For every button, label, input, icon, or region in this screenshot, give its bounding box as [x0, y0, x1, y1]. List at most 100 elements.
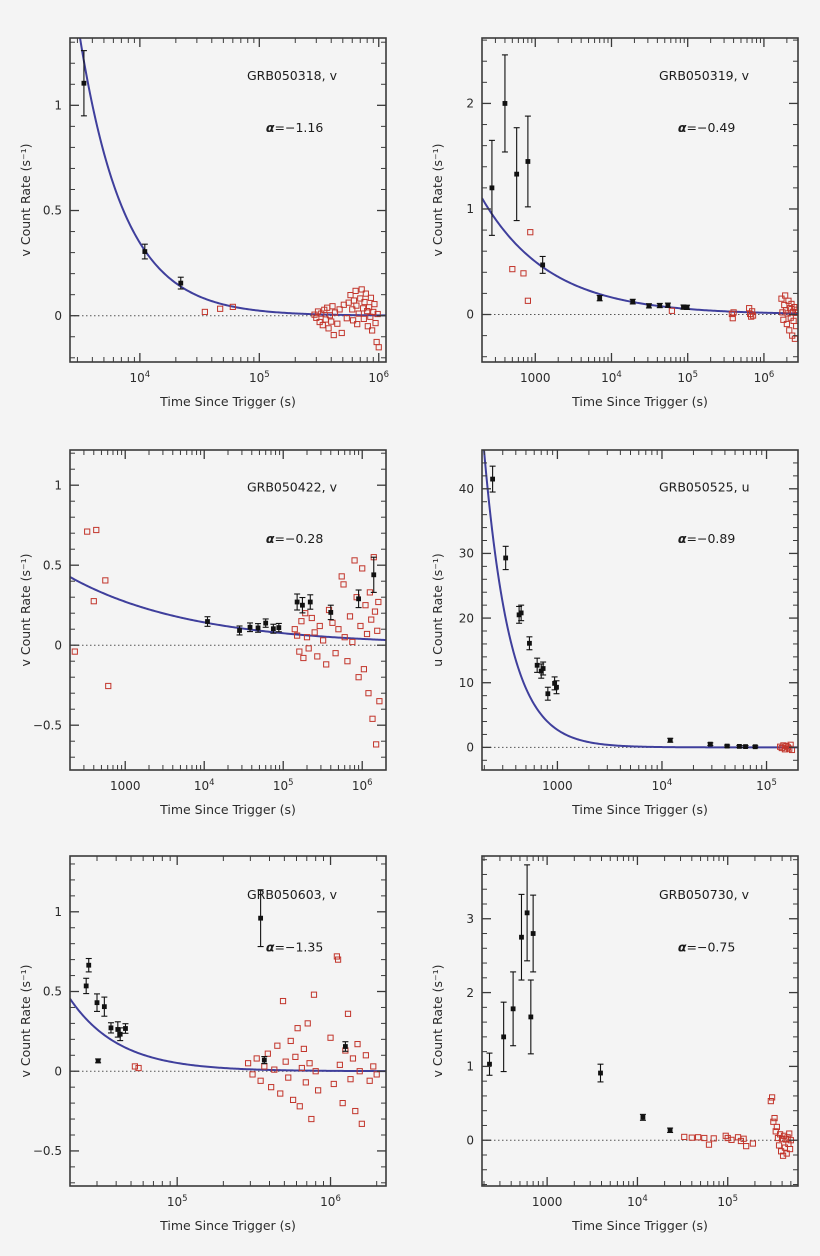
y-tick-labels: 00.51: [43, 99, 62, 323]
detection-point: [510, 1006, 516, 1012]
detection-point: [640, 1114, 646, 1120]
nondetection-point: [681, 1133, 688, 1141]
nondetection-point: [311, 629, 318, 636]
nondetection-points: [131, 953, 380, 1127]
power-law-fit-curve: [483, 450, 798, 749]
y-tick-label: 0.5: [43, 204, 62, 218]
nondetection-point: [769, 1094, 776, 1101]
y-tick-label: 30: [459, 547, 474, 561]
nondetection-point: [334, 956, 342, 963]
detection-point: [328, 610, 334, 615]
nondetection-point: [316, 622, 323, 630]
detection-point: [665, 302, 671, 308]
x-tick-labels: 1000 104 105 106: [520, 370, 774, 385]
detection-point: [540, 666, 546, 671]
nondetection-point: [373, 338, 380, 346]
detection-point: [597, 295, 603, 301]
nondetection-point: [334, 320, 341, 327]
x-axis-label: Time Since Trigger (s): [571, 1218, 708, 1233]
detection-point: [545, 691, 551, 697]
x-axis-label: Time Since Trigger (s): [571, 802, 708, 817]
nondetection-point: [375, 344, 382, 351]
detection-point: [667, 1127, 673, 1133]
nondetection-point: [316, 318, 323, 326]
nondetection-point: [90, 598, 97, 605]
axis-ticks: [481, 38, 798, 362]
nondetection-point: [361, 298, 368, 306]
plot-frame: [481, 449, 799, 771]
detection-point: [518, 610, 524, 616]
plot-frame: [69, 449, 387, 771]
x-tick-label: 104: [130, 370, 151, 385]
nondetection-point: [344, 1010, 352, 1017]
y-axis-label: v Count Rate (s⁻¹): [18, 554, 33, 667]
nondetection-point: [354, 321, 361, 328]
y-tick-label: −0.5: [33, 1144, 62, 1158]
y-axis-label: v Count Rate (s⁻¹): [430, 965, 445, 1078]
nondetection-point: [135, 1064, 142, 1072]
nondetection-point: [728, 1136, 735, 1143]
plot-data-area: [483, 450, 798, 754]
detection-point: [527, 640, 532, 646]
y-tick-label: −0.5: [33, 718, 62, 732]
nondetection-point: [294, 632, 301, 639]
y-tick-label: 1: [54, 478, 62, 492]
nondetection-point: [332, 650, 339, 657]
nondetection-point: [330, 331, 337, 339]
detection-point: [342, 1044, 348, 1049]
axis-ticks: [70, 38, 386, 362]
plot-frame: [69, 37, 387, 363]
nondetection-point: [524, 297, 531, 304]
nondetection-point: [308, 1115, 315, 1123]
y-tick-label: 0: [54, 1064, 62, 1078]
detection-point: [667, 737, 673, 743]
nondetection-point: [294, 1025, 301, 1032]
detection-points: [204, 556, 377, 636]
detection-point: [525, 159, 531, 164]
x-tick-label: 1000: [542, 779, 573, 793]
x-tick-label: 105: [249, 370, 270, 385]
x-axis-label: Time Since Trigger (s): [159, 1218, 296, 1233]
alpha-annotation: α=−0.28: [266, 531, 323, 546]
nondetection-point: [743, 1143, 750, 1150]
detection-point: [237, 628, 242, 633]
chart-panel-GRB050319: 1000 104 105 106 0 1 2 Time Since Trigger (s) v …: [410, 14, 820, 424]
nondetection-point: [343, 315, 350, 322]
axis-ticks: [69, 450, 387, 770]
nondetection-point: [770, 1118, 777, 1125]
detection-point: [205, 619, 210, 624]
nondetection-point: [311, 311, 318, 318]
nondetection-point: [365, 304, 373, 311]
detection-point: [501, 1034, 507, 1040]
nondetection-point: [362, 1052, 369, 1059]
nondetection-point: [360, 315, 367, 322]
detection-point: [554, 684, 559, 690]
nondetection-point: [314, 653, 321, 660]
nondetection-point: [264, 1050, 271, 1057]
detection-point: [270, 626, 276, 632]
y-tick-label: 1: [54, 99, 62, 113]
alpha-annotation: α=−1.35: [266, 940, 323, 955]
detection-points: [489, 465, 759, 750]
nondetection-point: [362, 290, 369, 297]
nondetection-point: [786, 327, 793, 334]
power-law-fit-curve: [70, 998, 386, 1073]
y-tick-label: 3: [466, 912, 474, 926]
nondetection-point: [781, 1144, 789, 1151]
alpha-annotation: α=−0.49: [678, 120, 735, 135]
nondetection-point: [298, 1064, 305, 1072]
nondetection-point: [373, 741, 380, 748]
detection-point: [356, 596, 361, 602]
nondetection-point: [296, 1103, 303, 1110]
x-tick-label: 106: [754, 370, 775, 385]
nondetection-point: [274, 1042, 281, 1049]
nondetection-point: [749, 1140, 756, 1147]
nondetection-point: [253, 1055, 260, 1062]
detection-point: [300, 602, 305, 608]
y-tick-labels: 0 1 2: [466, 97, 474, 322]
nondetection-point: [729, 315, 736, 322]
x-tick-label: 104: [652, 778, 673, 793]
nondetection-point: [358, 286, 365, 293]
chart-panel-GRB050318: 104 105 106 0 0.5 1 Time Since Trigger (s) v Co…: [0, 14, 410, 424]
